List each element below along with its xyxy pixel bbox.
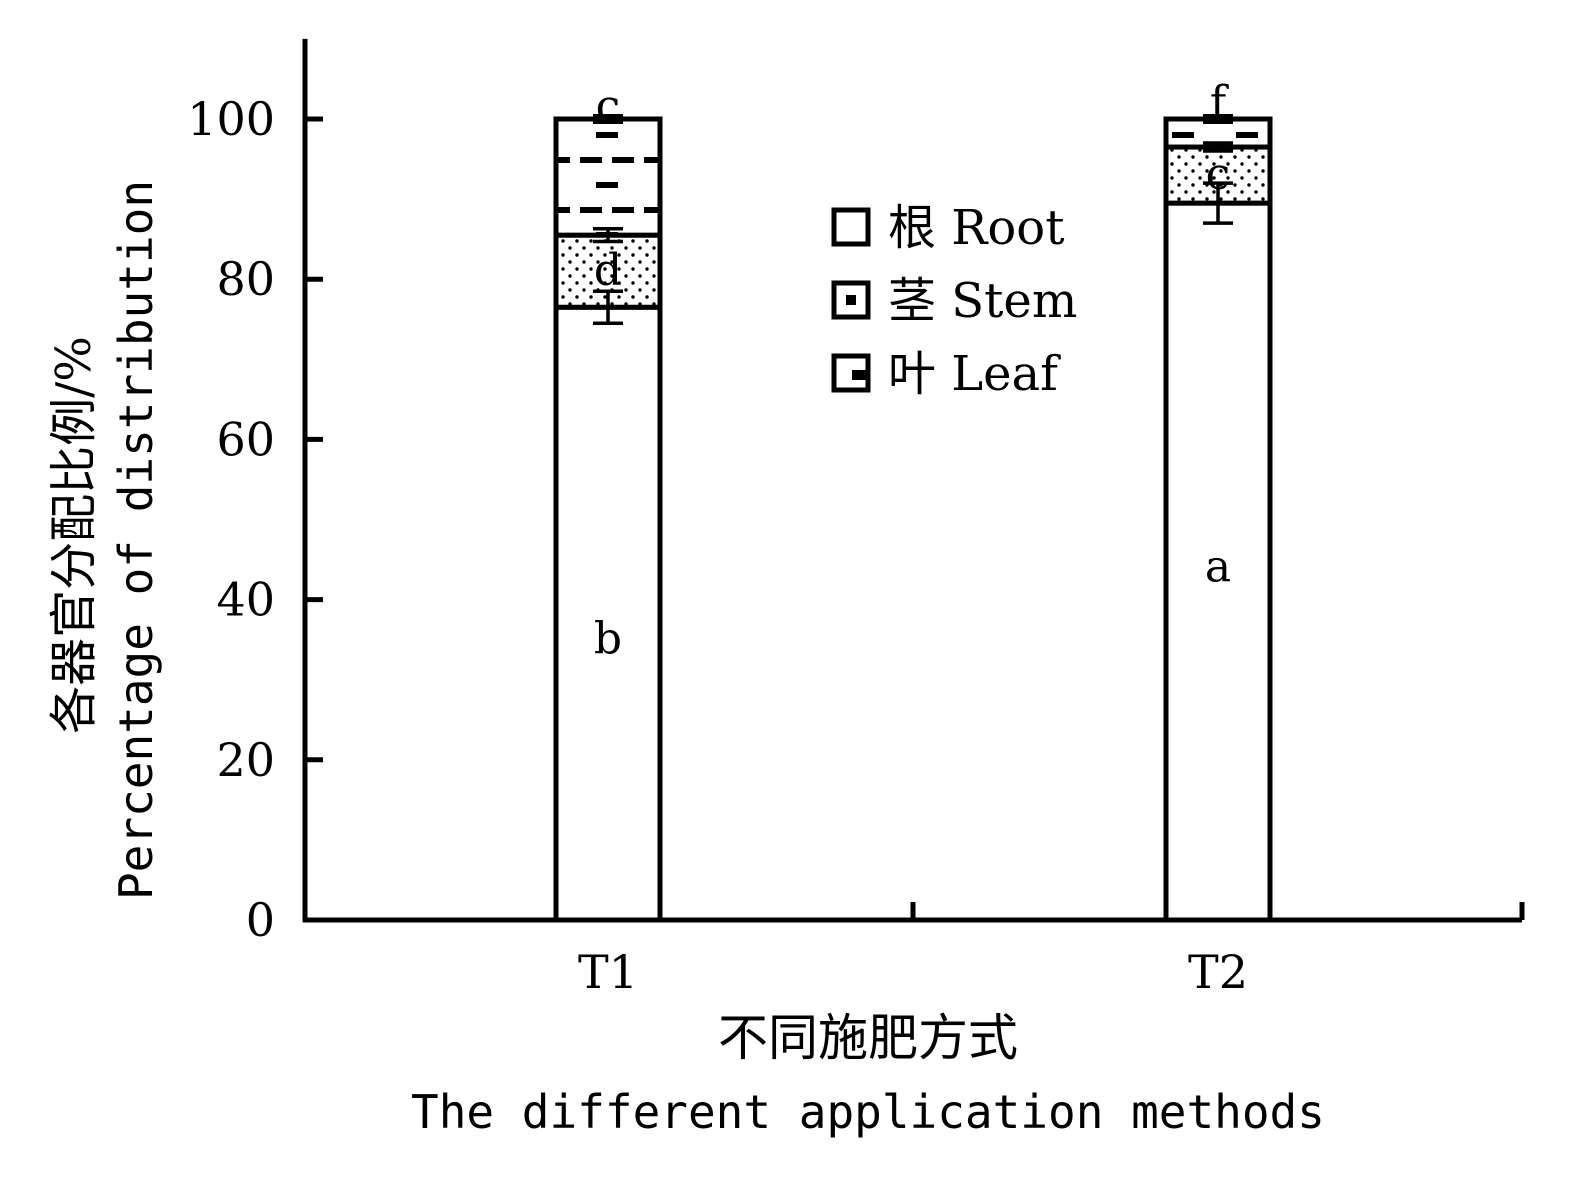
significance-letter: d [594, 245, 622, 296]
legend: 根 Root 茎 Stem 叶 Leaf [831, 200, 1077, 402]
significance-letter: c [1206, 149, 1231, 200]
significance-letter: c [596, 81, 621, 132]
legend-swatch-mark [852, 370, 868, 380]
x-tick-label: T1 [578, 945, 638, 999]
y-tick-label: 20 [216, 733, 275, 787]
y-tick-label: 60 [216, 412, 275, 466]
legend-label: 叶 Leaf [888, 346, 1061, 402]
y-tick-label: 40 [216, 573, 275, 627]
significance-letter: a [1205, 542, 1231, 593]
legend-swatch [831, 207, 871, 247]
significance-letter: f [1210, 77, 1229, 128]
legend-label: 茎 Stem [888, 273, 1077, 329]
axes: 0 20 40 60 80 100 [187, 38, 1525, 947]
legend-swatch-mark [846, 295, 856, 305]
bar-segment [553, 116, 663, 238]
y-tick-label: 80 [216, 252, 275, 306]
y-tick-label: 100 [187, 92, 275, 146]
axis-labels: 各器官分配比例/% Percentage of distribution 不同施… [46, 180, 1325, 1139]
significance-letter: b [594, 614, 622, 665]
y-axis-title-cn: 各器官分配比例/% [46, 336, 102, 734]
x-axis-title-cn: 不同施肥方式 [718, 1009, 1018, 1067]
legend-label: 根 Root [888, 200, 1065, 256]
x-tick-label: T2 [1188, 945, 1248, 999]
y-tick-label: 0 [246, 893, 275, 947]
x-axis-title-en: The different application methods [411, 1085, 1325, 1139]
y-axis-title-en: Percentage of distribution [109, 180, 163, 900]
